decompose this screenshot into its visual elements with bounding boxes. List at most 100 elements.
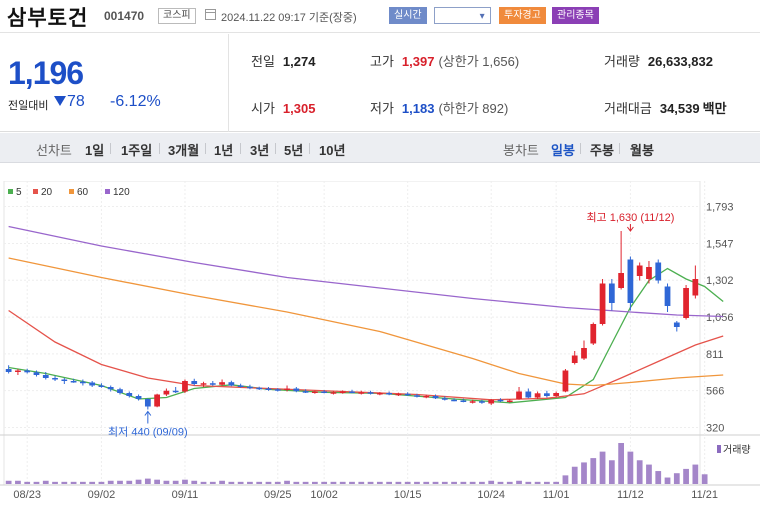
candle-up	[330, 392, 337, 394]
volume-bar	[200, 481, 207, 484]
open-value: 1,305	[282, 101, 316, 116]
volume-bar	[5, 480, 12, 484]
investment-warning-badge: 투자경고	[499, 7, 546, 24]
candle-down	[89, 382, 96, 386]
volume-bar	[256, 481, 263, 484]
volume-bar	[154, 479, 160, 484]
lower-limit: (하한가 892)	[438, 101, 509, 116]
candle-up	[423, 396, 430, 398]
volume-bar	[618, 443, 624, 484]
ma120-line	[8, 225, 724, 318]
candle-up	[553, 393, 560, 396]
volume-bar	[636, 460, 643, 484]
volume-bar	[70, 481, 77, 484]
candle-up	[488, 399, 495, 404]
candle-down	[627, 259, 634, 303]
volume-bar	[339, 481, 346, 484]
candle-down	[293, 388, 300, 392]
candle-up	[618, 273, 624, 288]
volume-bar	[358, 481, 365, 484]
legend-label: 60	[77, 187, 89, 198]
volume-bar	[237, 481, 244, 484]
low-label: 저가	[370, 101, 394, 116]
volume-bar	[664, 477, 671, 484]
period-3y[interactable]: 3년	[250, 143, 270, 158]
volume-legend-swatch	[717, 445, 721, 453]
volume-bar	[209, 481, 216, 484]
divider	[110, 143, 111, 154]
period-1y[interactable]: 1년	[214, 143, 234, 158]
candle-down	[479, 401, 485, 403]
volume-bar	[627, 451, 634, 484]
volume-bar	[608, 460, 615, 484]
volume-bar	[404, 481, 411, 484]
high-arrow-head	[627, 226, 634, 232]
stock-code: 001470	[104, 9, 145, 23]
volume-bar	[247, 481, 253, 484]
candle-down	[237, 385, 244, 387]
ma5-line	[8, 267, 724, 404]
timestamp: 2024.11.22 09:17 기준(장중)	[221, 12, 357, 24]
volume-bar	[42, 480, 49, 484]
candle-up	[469, 401, 476, 403]
volume-bar	[24, 481, 31, 484]
candle-down	[61, 379, 68, 381]
candle-down	[191, 381, 198, 384]
x-tick-label: 10/02	[310, 489, 338, 501]
candle-down	[321, 391, 328, 393]
candle-up	[646, 267, 652, 279]
volume-value: 26,633,832	[647, 54, 713, 69]
volume-bar	[386, 481, 392, 484]
divider	[240, 143, 241, 154]
candle-down	[247, 386, 253, 389]
volume-bar	[646, 464, 652, 484]
volume-bar	[479, 481, 485, 484]
candle-down	[349, 391, 355, 393]
period-1w[interactable]: 1주일	[121, 143, 153, 158]
legend-ma5: 5	[8, 187, 22, 198]
candle-daily[interactable]: 일봉	[551, 143, 575, 158]
candle-down	[497, 399, 504, 402]
candle-up	[312, 391, 318, 393]
candle-down	[404, 393, 411, 396]
volume-bar	[414, 481, 420, 484]
line-chart-label: 선차트	[36, 143, 72, 158]
candle-up	[154, 394, 160, 407]
period-3m[interactable]: 3개월	[168, 143, 200, 158]
volume-bar	[228, 481, 235, 484]
candle-weekly[interactable]: 주봉	[590, 143, 614, 158]
company-overview-dropdown[interactable]: 기업개요	[434, 7, 491, 24]
y-tick-label: 1,302	[706, 275, 734, 287]
compare-label: 전일대비	[8, 100, 49, 112]
candle-monthly[interactable]: 월봉	[630, 143, 654, 158]
quote-panel: 1,196 전일대비 78 -6.12% 전일 1,274 고가 1,397 (상한가…	[0, 34, 760, 132]
volume-label: 거래량	[723, 444, 751, 456]
volume-bar	[497, 481, 504, 484]
legend-ma20: 20	[33, 187, 52, 198]
divider	[275, 143, 276, 154]
candle-down	[655, 262, 662, 281]
y-tick-label: 1,056	[706, 312, 734, 324]
volume-bar	[590, 458, 597, 484]
candle-down	[144, 399, 151, 407]
x-tick-label: 09/11	[172, 489, 199, 501]
volume-bar	[182, 479, 188, 484]
candle-up	[284, 388, 290, 390]
candle-down	[256, 387, 263, 390]
candle-up	[15, 370, 21, 372]
candle-down	[274, 389, 281, 391]
x-tick-label: 08/23	[13, 489, 41, 501]
realtime-button[interactable]: 실시간	[389, 7, 427, 24]
candle-up	[506, 400, 513, 402]
price-chart[interactable]: 320 566 811 1,056 1,302 1,547 1,793 08/23 09/02 0…	[0, 181, 760, 510]
low-value: 1,183	[401, 101, 435, 116]
period-1d[interactable]: 1일	[85, 143, 105, 158]
volume-bar	[172, 480, 179, 484]
volume-bar	[61, 481, 68, 484]
period-5y[interactable]: 5년	[284, 143, 304, 158]
period-10y[interactable]: 10년	[319, 143, 346, 158]
candle-down	[52, 378, 58, 380]
change-value: 78	[67, 93, 85, 110]
volume-bar	[330, 481, 337, 484]
candle-up	[376, 393, 383, 395]
